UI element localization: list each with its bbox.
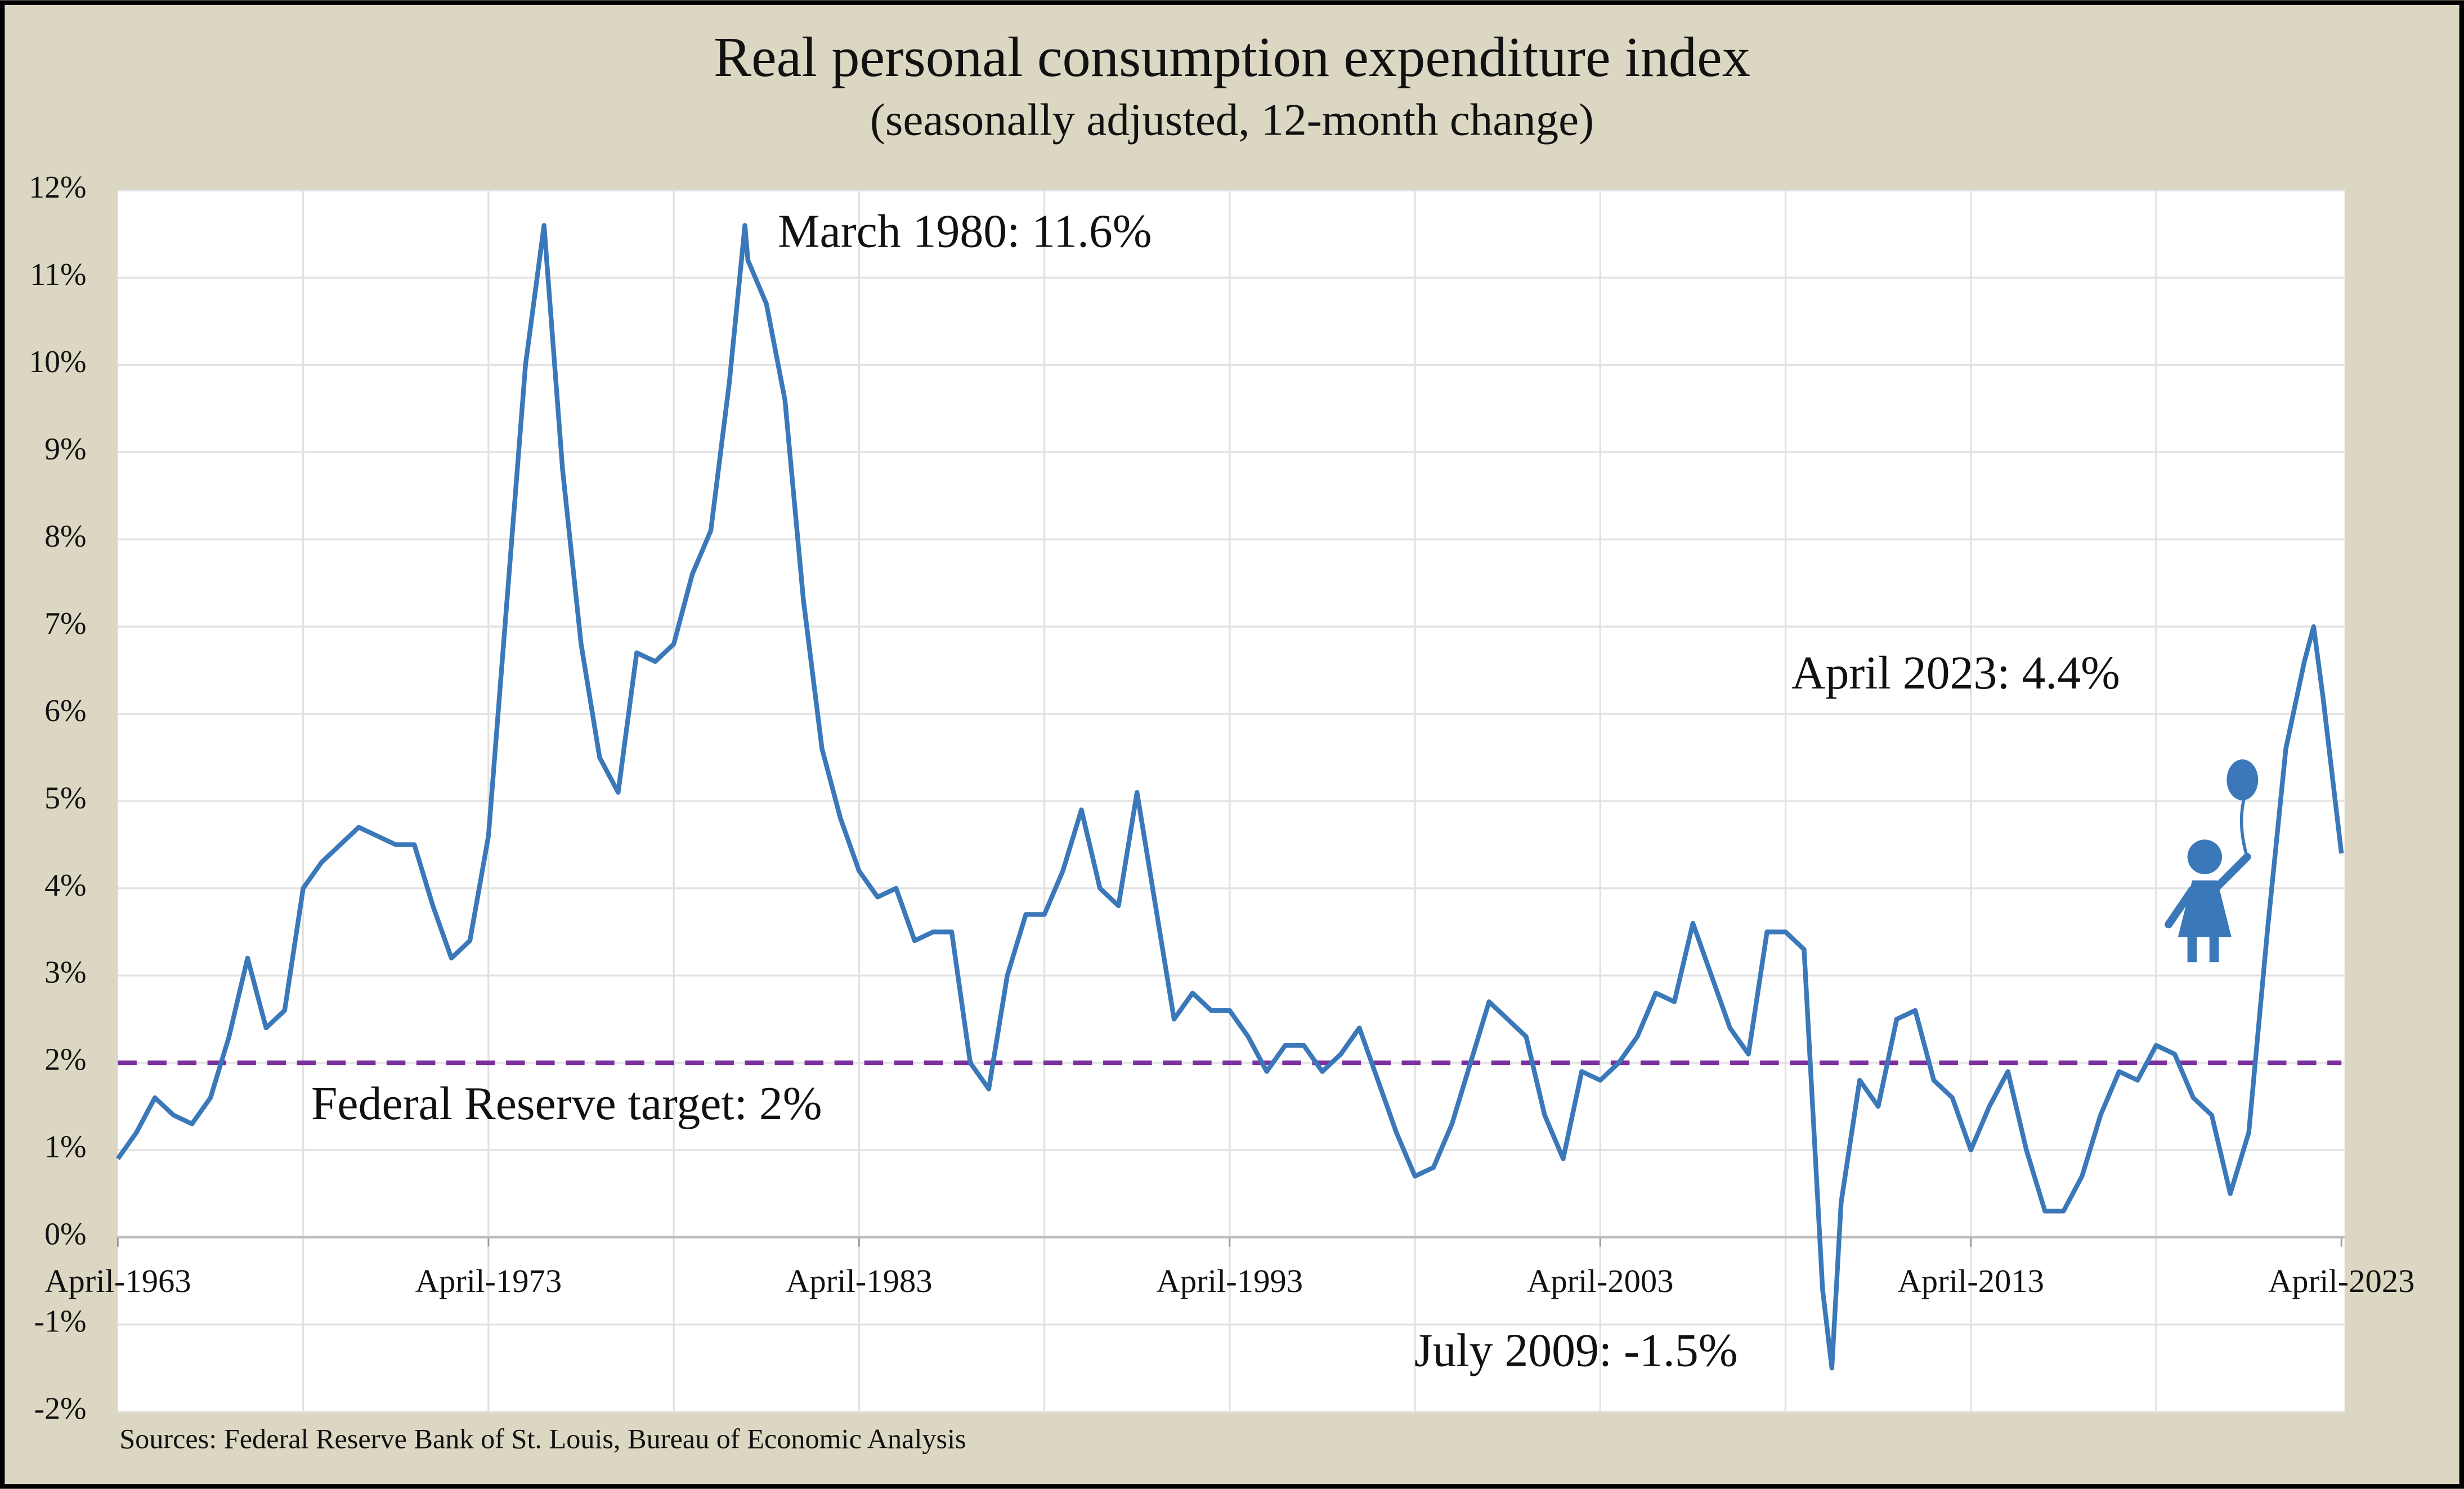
annotation: July 2009: -1.5%: [1414, 1324, 1738, 1376]
y-tick-label: -1%: [34, 1304, 87, 1339]
y-tick-label: 2%: [44, 1043, 86, 1077]
x-tick-label: April-1973: [415, 1263, 562, 1299]
grid: -2% -1% 0% 1% 2% 3% 4% 5% 6% 7% 8% 9% 10% 11% 12% April…: [29, 170, 2414, 1426]
x-tick-label: April-1963: [44, 1263, 191, 1299]
y-tick-label: 7%: [44, 606, 86, 641]
data: Federal Reserve target: 2% March 1980: 11…: [115, 205, 2344, 1376]
y-tick-label: 0%: [44, 1217, 86, 1252]
balloon-icon: [2165, 759, 2259, 963]
y-tick-label: 11%: [30, 257, 86, 292]
y-tick-label: 9%: [44, 432, 86, 467]
y-tick-label: 5%: [44, 781, 86, 816]
icon-head: [2187, 839, 2223, 874]
y-tick-label: 4%: [44, 868, 86, 903]
x-tick-label: April-2023: [2268, 1263, 2415, 1299]
icon-arm: [2165, 886, 2196, 929]
balloon-string: [2239, 798, 2249, 857]
y-tick-label: 10%: [29, 345, 86, 379]
chart-subtitle: (seasonally adjusted, 12-month change): [870, 95, 1594, 145]
x-tick-label: April-2003: [1527, 1263, 1674, 1299]
annotation: March 1980: 11.6%: [778, 205, 1152, 257]
y-tick-label: 1%: [44, 1130, 86, 1165]
y-tick-label: 12%: [29, 170, 86, 205]
x-tick-label: April-1993: [1157, 1263, 1303, 1299]
icon-leg: [2187, 937, 2197, 963]
y-tick-label: 6%: [44, 694, 86, 728]
y-tick-label: 8%: [44, 519, 86, 554]
x-tick-label: April-1983: [786, 1263, 933, 1299]
icon-leg: [2209, 937, 2219, 963]
chart-title: Real personal consumption expenditure in…: [714, 25, 1750, 88]
data-line: [115, 223, 2344, 1371]
y-tick-label: -2%: [34, 1392, 87, 1427]
source-note: Sources: Federal Reserve Bank of St. Lou…: [119, 1423, 966, 1454]
reference-label: Federal Reserve target: 2%: [311, 1077, 822, 1130]
y-tick-label: 3%: [44, 955, 86, 990]
balloon: [2226, 759, 2259, 801]
annotation: April 2023: 4.4%: [1791, 647, 2120, 699]
x-tick-label: April-2013: [1897, 1263, 2044, 1299]
icon-arm: [2213, 853, 2251, 891]
